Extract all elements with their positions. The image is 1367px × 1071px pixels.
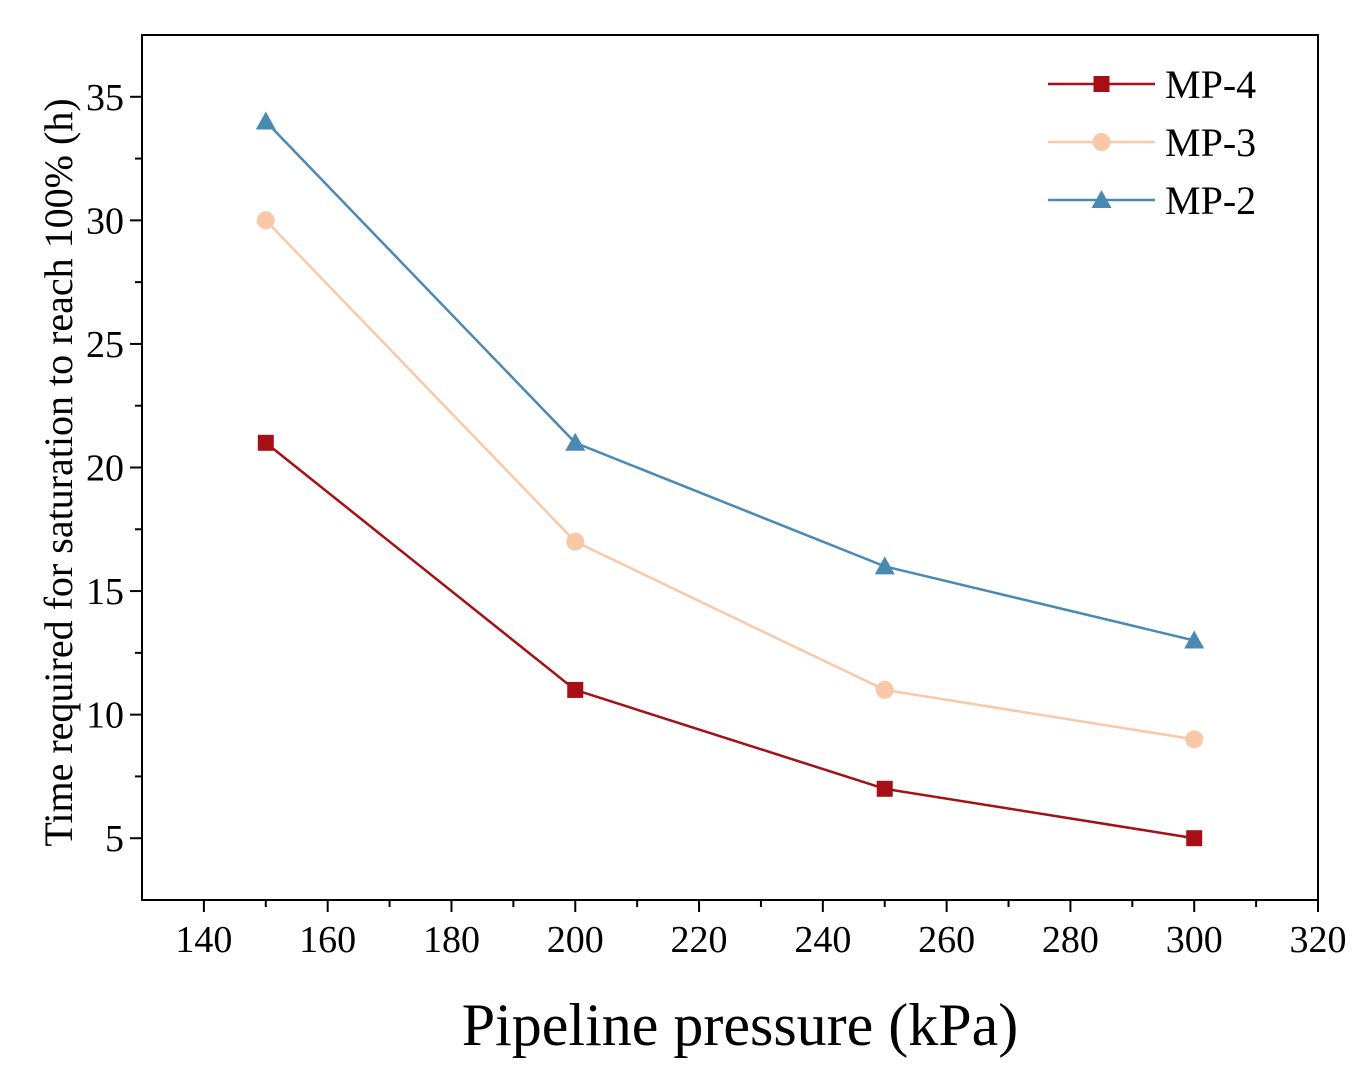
data-point xyxy=(874,556,895,575)
axes-layer xyxy=(141,34,1319,901)
data-point xyxy=(1186,830,1203,847)
y-tick-label: 10 xyxy=(86,695,124,737)
legend-label: MP-2 xyxy=(1165,178,1256,223)
data-point xyxy=(1184,630,1205,649)
legend-item-mp-2: MP-2 xyxy=(1048,178,1256,223)
legend-marker xyxy=(1093,76,1110,92)
series-mp-2 xyxy=(255,111,1205,649)
plot-frame xyxy=(141,34,1319,901)
series-line xyxy=(264,219,1195,741)
data-point xyxy=(876,780,893,797)
x-axis-title: Pipeline pressure (kPa) xyxy=(462,992,1019,1058)
legend-label: MP-3 xyxy=(1165,120,1256,165)
series-line xyxy=(264,120,1195,642)
y-tick-label: 25 xyxy=(86,324,124,366)
x-tick-label: 260 xyxy=(918,919,975,961)
legend-marker xyxy=(1092,133,1111,151)
legend-marker xyxy=(1091,190,1112,208)
x-tick-label: 220 xyxy=(671,919,728,961)
x-tick-label: 240 xyxy=(794,919,851,961)
data-point xyxy=(256,211,275,230)
x-tick-label: 320 xyxy=(1290,919,1347,961)
series-line xyxy=(265,441,1195,840)
y-tick-label: 35 xyxy=(86,77,124,119)
legend-item-mp-4: MP-4 xyxy=(1048,62,1256,107)
y-tick-label: 15 xyxy=(86,571,124,613)
x-tick-label: 280 xyxy=(1042,919,1099,961)
x-tick-label: 300 xyxy=(1166,919,1223,961)
x-tick-label: 180 xyxy=(423,919,480,961)
data-point xyxy=(567,681,584,698)
series-mp-4 xyxy=(257,434,1203,847)
legend: MP-4 MP-3 MP-2 xyxy=(1048,62,1256,223)
x-tick-label: 200 xyxy=(547,919,604,961)
x-tick-label: 160 xyxy=(299,919,356,961)
data-point xyxy=(566,532,585,551)
series-layer xyxy=(255,111,1205,847)
data-point xyxy=(875,680,894,699)
ticks-layer: 140 160 180 200 220 240 260 280 300 320 5 10 15 20 25 3… xyxy=(86,77,1347,961)
x-tick-label: 140 xyxy=(175,919,232,961)
data-point xyxy=(255,111,276,130)
y-tick-label: 20 xyxy=(86,448,124,490)
y-tick-label: 30 xyxy=(86,200,124,242)
legend-label: MP-4 xyxy=(1165,62,1256,107)
data-point xyxy=(1185,730,1204,749)
data-point xyxy=(257,434,274,451)
series-mp-3 xyxy=(256,211,1204,749)
data-point xyxy=(565,432,586,451)
y-axis-title: Time required for saturation to reach 10… xyxy=(36,98,81,846)
y-tick-label: 5 xyxy=(105,818,124,860)
legend-item-mp-3: MP-3 xyxy=(1048,120,1256,165)
